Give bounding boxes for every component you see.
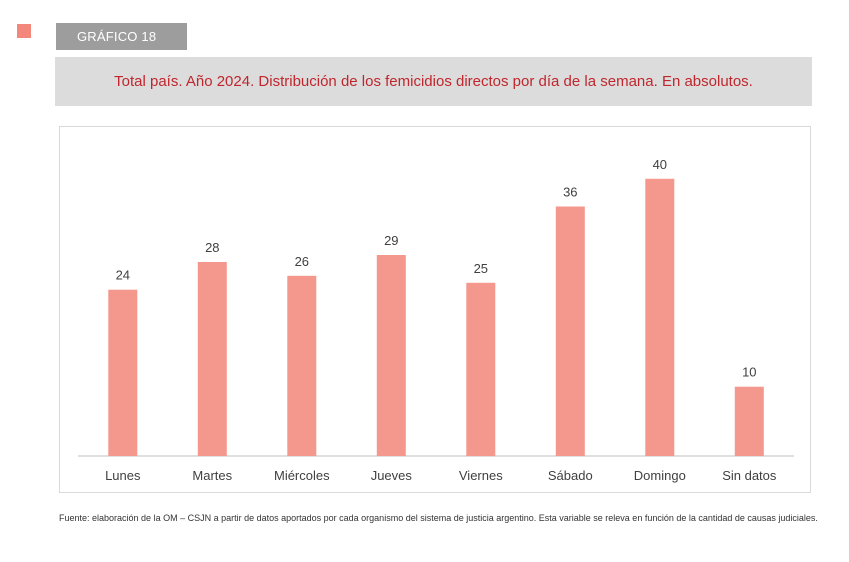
x-tick-label-3: Jueves [371,468,413,483]
x-tick-label-2: Miércoles [274,468,330,483]
x-tick-label-4: Viernes [459,468,503,483]
bar-3 [376,255,406,456]
data-label-3: 29 [384,233,398,248]
x-tick-label-7: Sin datos [722,468,777,483]
bar-6 [645,178,675,457]
chart-frame [59,126,811,493]
data-label-7: 10 [742,365,756,380]
x-tick-label-5: Sábado [548,468,593,483]
bar-2 [287,275,317,456]
section-marker [17,24,31,38]
source-footnote: Fuente: elaboración de la OM – CSJN a pa… [59,513,818,523]
chart-title: Total país. Año 2024. Distribución de lo… [55,57,812,106]
bar-4 [466,282,496,457]
x-tick-label-6: Domingo [634,468,686,483]
bar-7 [734,386,764,456]
bar-1 [197,262,227,456]
x-tick-label-1: Martes [192,468,232,483]
data-label-4: 25 [474,261,488,276]
chart-number-badge: GRÁFICO 18 [56,23,187,50]
data-label-1: 28 [205,240,219,255]
x-tick-label-0: Lunes [105,468,141,483]
data-label-6: 40 [653,157,667,172]
bar-0 [108,289,138,456]
data-label-0: 24 [116,268,130,283]
data-label-5: 36 [563,185,577,200]
bar-5 [555,206,585,456]
data-label-2: 26 [295,254,309,269]
